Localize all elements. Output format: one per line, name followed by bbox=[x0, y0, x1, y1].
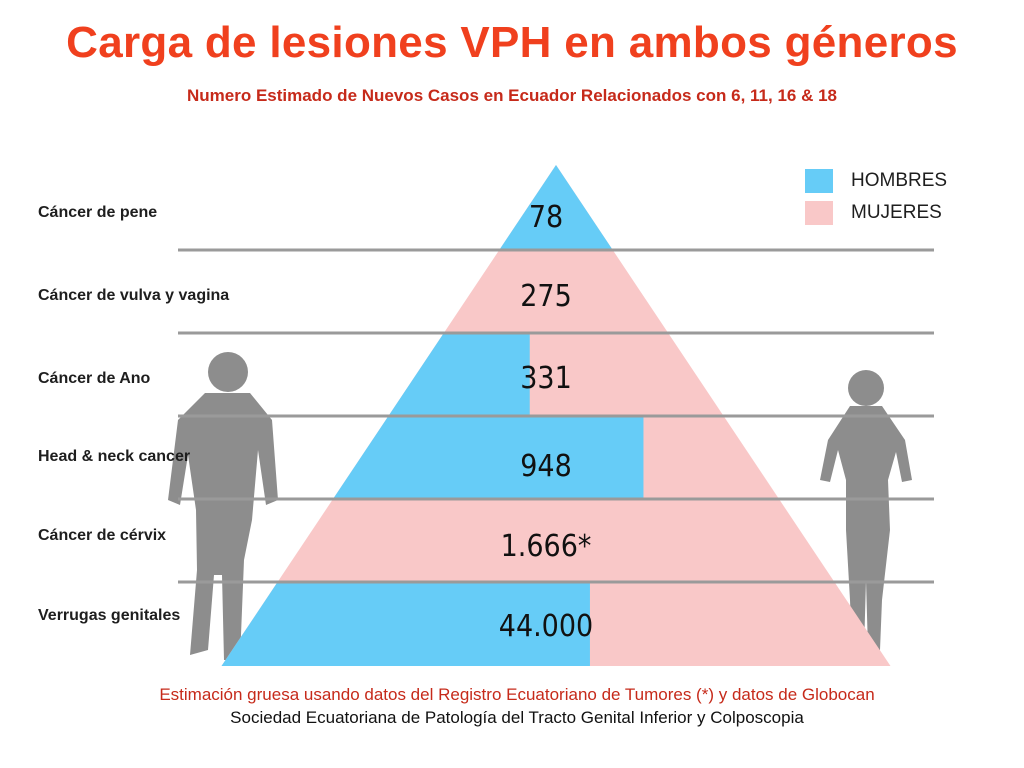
legend-label-men: HOMBRES bbox=[851, 170, 948, 191]
source-credit: Sociedad Ecuatoriana de Patología del Tr… bbox=[230, 708, 804, 727]
man-silhouette-icon bbox=[168, 352, 278, 660]
value-label-1: 275 bbox=[520, 279, 572, 314]
chart-title: Carga de lesiones VPH en ambos géneros bbox=[66, 18, 958, 67]
value-label-5: 44.000 bbox=[499, 609, 593, 644]
bar-men-0 bbox=[499, 165, 613, 250]
bar-men-2 bbox=[388, 333, 530, 416]
row-label-0: Cáncer de pene bbox=[38, 204, 158, 221]
woman-silhouette-icon bbox=[820, 370, 912, 650]
footnote: Estimación gruesa usando datos del Regis… bbox=[159, 685, 875, 704]
bar-women-1 bbox=[443, 250, 669, 333]
row-label-4: Cáncer de cérvix bbox=[38, 527, 167, 544]
chart-subtitle: Numero Estimado de Nuevos Casos en Ecuad… bbox=[186, 86, 837, 105]
row-label-1: Cáncer de vulva y vagina bbox=[38, 287, 230, 304]
value-label-3: 948 bbox=[520, 449, 572, 484]
value-label-2: 331 bbox=[520, 361, 572, 396]
legend-item-women: MUJERES bbox=[805, 197, 947, 229]
value-label-0: 78 bbox=[529, 200, 563, 235]
legend-swatch-women bbox=[805, 201, 833, 225]
legend: HOMBRES MUJERES bbox=[805, 165, 947, 229]
row-label-5: Verrugas genitales bbox=[38, 607, 181, 624]
legend-item-men: HOMBRES bbox=[805, 165, 947, 197]
row-label-3: Head & neck cancer bbox=[38, 448, 191, 465]
value-label-4: 1.666* bbox=[501, 529, 592, 564]
row-label-2: Cáncer de Ano bbox=[38, 370, 151, 387]
bar-women-4 bbox=[277, 499, 835, 582]
legend-swatch-men bbox=[805, 169, 833, 193]
legend-label-women: MUJERES bbox=[851, 202, 942, 223]
bar-men-5 bbox=[221, 582, 590, 666]
bar-men-3 bbox=[333, 416, 644, 499]
